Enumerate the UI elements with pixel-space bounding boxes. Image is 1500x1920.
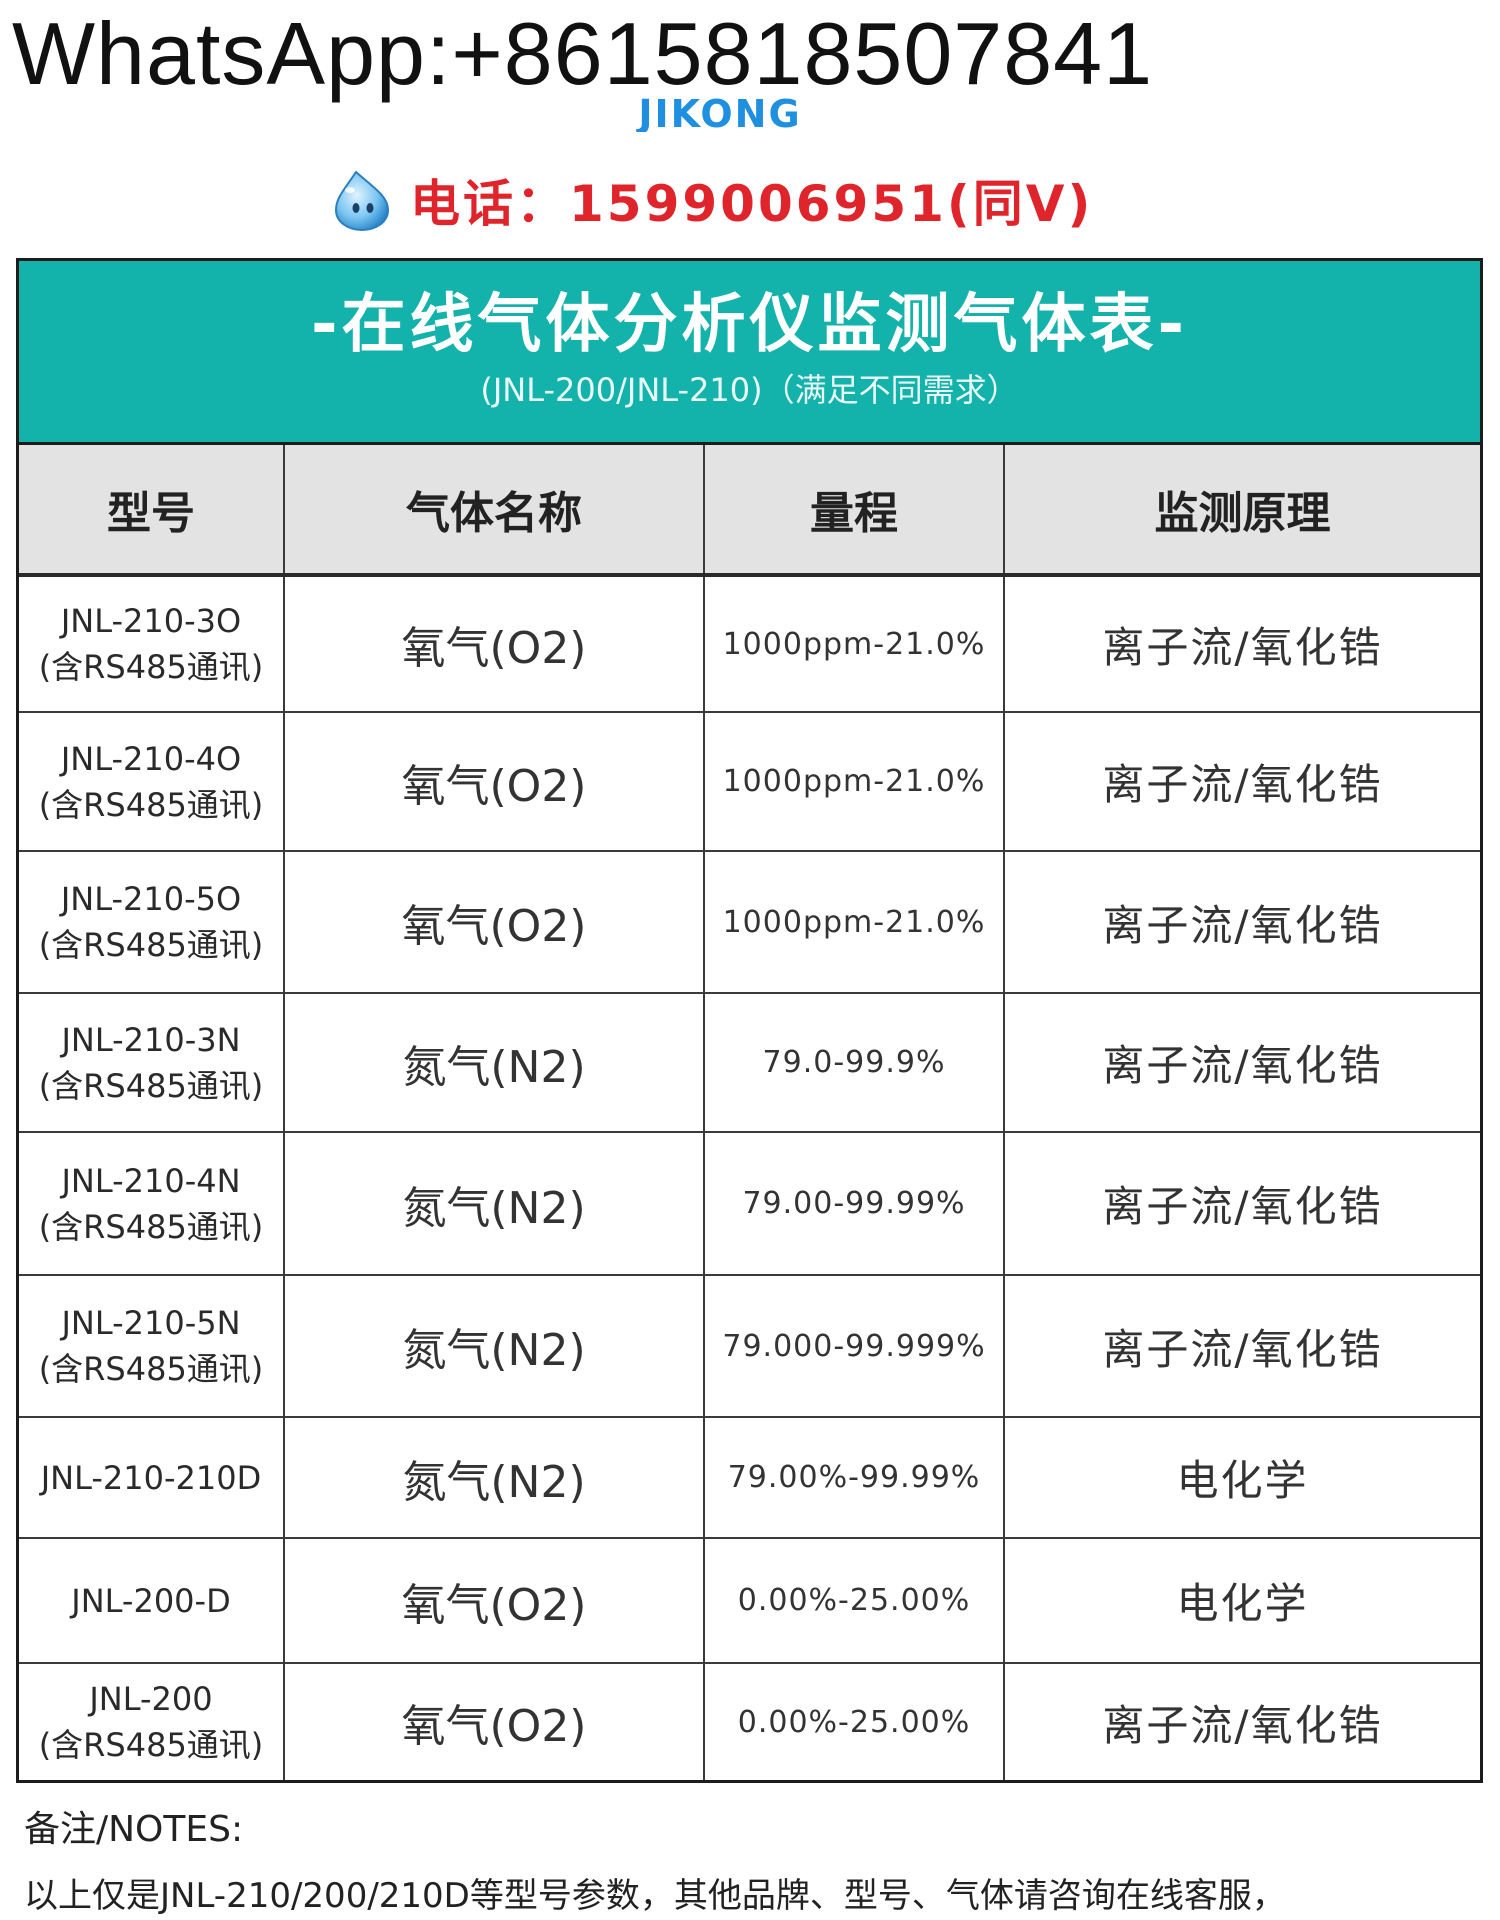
table-row: JNL-200-D 氧气(O2) 0.00%-25.00% 电化学 (19, 1537, 1480, 1664)
table-row: JNL-210-4O (含RS485通讯) 氧气(O2) 1000ppm-21.0… (19, 711, 1480, 852)
model-name: JNL-200 (89, 1680, 213, 1718)
gas-name-cell: 氧气(O2) (283, 1662, 705, 1780)
model-name: JNL-210-210D (40, 1458, 262, 1497)
range-cell: 79.00-99.99% (703, 1131, 1005, 1276)
principle-cell: 电化学 (1003, 1537, 1480, 1664)
brand-logo: JIKONG (638, 92, 802, 132)
gas-name-cell: 氮气(N2) (283, 1416, 705, 1539)
model-cell: JNL-200-D (19, 1537, 285, 1664)
model-cell: JNL-210-3N (含RS485通讯) (19, 992, 285, 1133)
model-name: JNL-210-4O (60, 739, 242, 778)
table-row: JNL-210-3O (含RS485通讯) 氧气(O2) 1000ppm-21.0… (19, 574, 1480, 713)
water-drop-mascot-icon (330, 168, 394, 232)
model-name: JNL-210-5O (60, 880, 242, 918)
range-cell: 0.00%-25.00% (703, 1537, 1005, 1664)
gas-name-cell: 氧气(O2) (283, 574, 705, 713)
principle-cell: 离子流/氧化锆 (1003, 1274, 1480, 1418)
range-cell: 79.00%-99.99% (703, 1416, 1005, 1539)
model-name: JNL-210-3O (60, 602, 242, 640)
principle-cell: 离子流/氧化锆 (1003, 574, 1480, 713)
table-header-row: 型号 气体名称 量程 监测原理 (19, 445, 1480, 577)
model-cell: JNL-210-5O (含RS485通讯) (19, 850, 285, 994)
range-cell: 0.00%-25.00% (703, 1662, 1005, 1780)
model-note: (含RS485通讯) (38, 1207, 264, 1246)
gas-table: 型号 气体名称 量程 监测原理 JNL-210-3O (含RS485通讯) 氧气(… (19, 445, 1480, 1780)
range-cell: 79.000-99.999% (703, 1274, 1005, 1418)
model-note: (含RS485通讯) (38, 785, 264, 824)
model-name: JNL-210-3N (61, 1020, 241, 1059)
principle-cell: 离子流/氧化锆 (1003, 711, 1480, 852)
model-note: (含RS485通讯) (38, 926, 264, 964)
notes-text: 以上仅是JNL-210/200/210D等型号参数，其他品牌、型号、气体请咨询在… (24, 1876, 1286, 1916)
table-title: -在线气体分析仪监测气体表- (310, 288, 1189, 362)
table-row: JNL-210-210D 氮气(N2) 79.00%-99.99% 电化学 (19, 1416, 1480, 1539)
range-cell: 79.0-99.9% (703, 992, 1005, 1133)
gas-name-cell: 氮气(N2) (283, 1131, 705, 1276)
column-header-range: 量程 (703, 445, 1005, 577)
principle-cell: 离子流/氧化锆 (1003, 1662, 1480, 1780)
gas-name-cell: 氮气(N2) (283, 1274, 705, 1418)
model-cell: JNL-210-4O (含RS485通讯) (19, 711, 285, 852)
model-cell: JNL-210-3O (含RS485通讯) (19, 574, 285, 713)
model-note: (含RS485通讯) (38, 1726, 264, 1764)
whatsapp-contact: WhatsApp:+8615818507841 (12, 4, 1154, 103)
principle-cell: 离子流/氧化锆 (1003, 850, 1480, 994)
model-note: (含RS485通讯) (38, 648, 264, 686)
model-note: (含RS485通讯) (38, 1350, 264, 1388)
column-header-model: 型号 (19, 445, 285, 577)
column-header-gas-name: 气体名称 (283, 445, 705, 577)
notes-heading: 备注/NOTES: (24, 1809, 244, 1850)
model-cell: JNL-210-5N (含RS485通讯) (19, 1274, 285, 1418)
model-cell: JNL-200 (含RS485通讯) (19, 1662, 285, 1780)
phone-contact-row: 电话：1599006951(同V) (330, 160, 1093, 240)
principle-cell: 离子流/氧化锆 (1003, 1131, 1480, 1276)
range-cell: 1000ppm-21.0% (703, 574, 1005, 713)
gas-name-cell: 氧气(O2) (283, 1537, 705, 1664)
model-cell: JNL-210-210D (19, 1416, 285, 1539)
column-header-principle: 监测原理 (1003, 445, 1480, 577)
gas-monitoring-table: -在线气体分析仪监测气体表- (JNL-200/JNL-210)（满足不同需求）… (16, 258, 1483, 1783)
model-name: JNL-210-4N (61, 1161, 241, 1200)
model-note: (含RS485通讯) (38, 1066, 264, 1105)
table-row: JNL-210-5N (含RS485通讯) 氮气(N2) 79.000-99.99… (19, 1274, 1480, 1418)
table-row: JNL-200 (含RS485通讯) 氧气(O2) 0.00%-25.00% 离子… (19, 1662, 1480, 1780)
range-cell: 1000ppm-21.0% (703, 850, 1005, 994)
table-row: JNL-210-5O (含RS485通讯) 氧气(O2) 1000ppm-21.0… (19, 850, 1480, 994)
table-row: JNL-210-4N (含RS485通讯) 氮气(N2) 79.00-99.99%… (19, 1131, 1480, 1276)
table-row: JNL-210-3N (含RS485通讯) 氮气(N2) 79.0-99.9% 离… (19, 992, 1480, 1133)
table-title-band: -在线气体分析仪监测气体表- (JNL-200/JNL-210)（满足不同需求） (19, 261, 1480, 445)
gas-name-cell: 氧气(O2) (283, 850, 705, 994)
principle-cell: 电化学 (1003, 1416, 1480, 1539)
model-name: JNL-200-D (71, 1581, 231, 1620)
gas-name-cell: 氮气(N2) (283, 992, 705, 1133)
phone-number: 电话：1599006951(同V) (410, 175, 1094, 233)
principle-cell: 离子流/氧化锆 (1003, 992, 1480, 1133)
model-name: JNL-210-5N (61, 1304, 241, 1342)
model-cell: JNL-210-4N (含RS485通讯) (19, 1131, 285, 1276)
table-subtitle: (JNL-200/JNL-210)（满足不同需求） (480, 371, 1019, 409)
gas-name-cell: 氧气(O2) (283, 711, 705, 852)
range-cell: 1000ppm-21.0% (703, 711, 1005, 852)
